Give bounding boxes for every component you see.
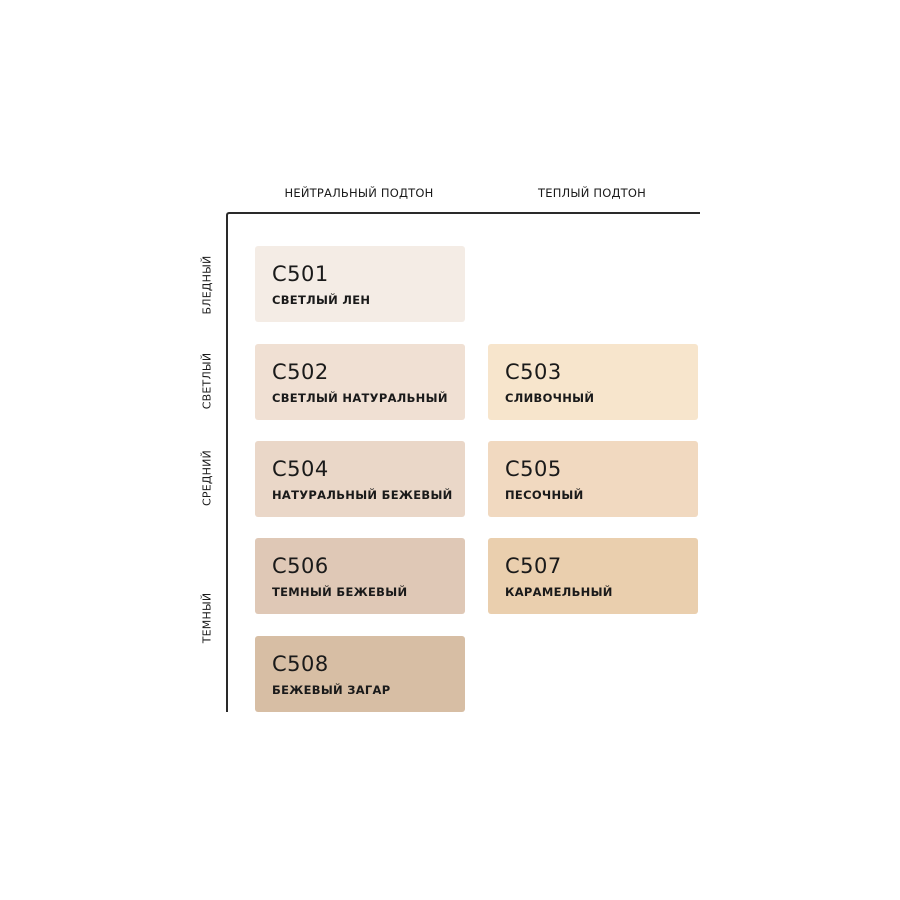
shade-code: C507 [505,554,562,578]
shade-card-c508: C508 БЕЖЕВЫЙ ЗАГАР [255,636,465,712]
shade-code: C505 [505,457,562,481]
axis-lines [226,212,700,712]
shade-name: КАРАМЕЛЬНЫЙ [505,585,613,599]
shade-card-c502: C502 СВЕТЛЫЙ НАТУРАЛЬНЫЙ [255,344,465,420]
shade-name: ТЕМНЫЙ БЕЖЕВЫЙ [272,585,408,599]
shade-card-c507: C507 КАРАМЕЛЬНЫЙ [488,538,698,614]
shade-name: НАТУРАЛЬНЫЙ БЕЖЕВЫЙ [272,488,453,502]
shade-name: ПЕСОЧНЫЙ [505,488,584,502]
shade-name: СЛИВОЧНЫЙ [505,391,595,405]
row-header-pale: БЛЕДНЫЙ [200,255,214,315]
shade-code: C504 [272,457,329,481]
shade-card-c501: C501 СВЕТЛЫЙ ЛЕН [255,246,465,322]
shade-name: СВЕТЛЫЙ НАТУРАЛЬНЫЙ [272,391,448,405]
shade-card-c503: C503 СЛИВОЧНЫЙ [488,344,698,420]
shade-code: C508 [272,652,329,676]
shade-name: БЕЖЕВЫЙ ЗАГАР [272,683,391,697]
shade-card-c505: C505 ПЕСОЧНЫЙ [488,441,698,517]
column-header-warm: ТЕПЛЫЙ ПОДТОН [538,186,646,200]
shade-card-c506: C506 ТЕМНЫЙ БЕЖЕВЫЙ [255,538,465,614]
shade-code: C502 [272,360,329,384]
column-header-neutral: НЕЙТРАЛЬНЫЙ ПОДТОН [284,186,434,200]
shade-code: C501 [272,262,329,286]
shade-code: C506 [272,554,329,578]
shade-name: СВЕТЛЫЙ ЛЕН [272,293,371,307]
row-header-light: СВЕТЛЫЙ [200,352,214,410]
row-header-medium: СРЕДНИЙ [200,450,214,506]
row-header-dark: ТЕМНЫЙ [200,592,214,644]
shade-code: C503 [505,360,562,384]
shade-card-c504: C504 НАТУРАЛЬНЫЙ БЕЖЕВЫЙ [255,441,465,517]
